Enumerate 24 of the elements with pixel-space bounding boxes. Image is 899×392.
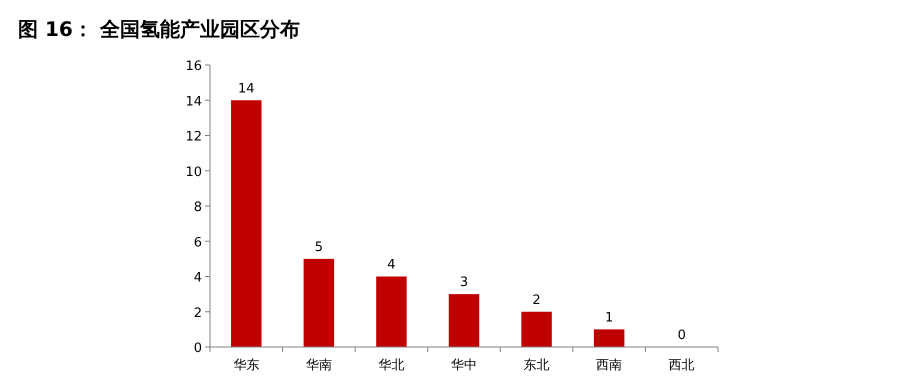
x-tick-label: 华南	[306, 358, 332, 373]
data-label: 0	[678, 328, 686, 343]
data-label: 2	[532, 292, 541, 308]
y-tick-label: 12	[185, 130, 202, 144]
data-label: 4	[387, 258, 396, 272]
data-label: 3	[460, 275, 468, 290]
y-tick-label: 14	[185, 94, 202, 110]
x-tick-label: 华中	[451, 358, 477, 373]
x-tick-label: 华东	[233, 358, 260, 373]
y-tick-label: 4	[194, 270, 202, 286]
x-tick-label: 东北	[524, 358, 550, 373]
x-tick-label: 华北	[378, 358, 404, 373]
y-tick-label: 10	[185, 164, 202, 180]
x-tick-label: 西南	[596, 358, 622, 373]
y-tick-label: 8	[194, 200, 202, 215]
y-tick-label: 6	[194, 235, 202, 250]
y-tick-label: 0	[194, 341, 202, 356]
data-label: 5	[314, 240, 323, 255]
data-label: 1	[605, 310, 614, 326]
y-tick-label: 16	[185, 59, 202, 74]
x-tick-label: 西北	[668, 358, 695, 373]
chart-title: 图 16： 全国氢能产业园区分布	[18, 17, 300, 41]
data-label: 14	[238, 81, 255, 96]
y-tick-label: 2	[194, 306, 202, 321]
